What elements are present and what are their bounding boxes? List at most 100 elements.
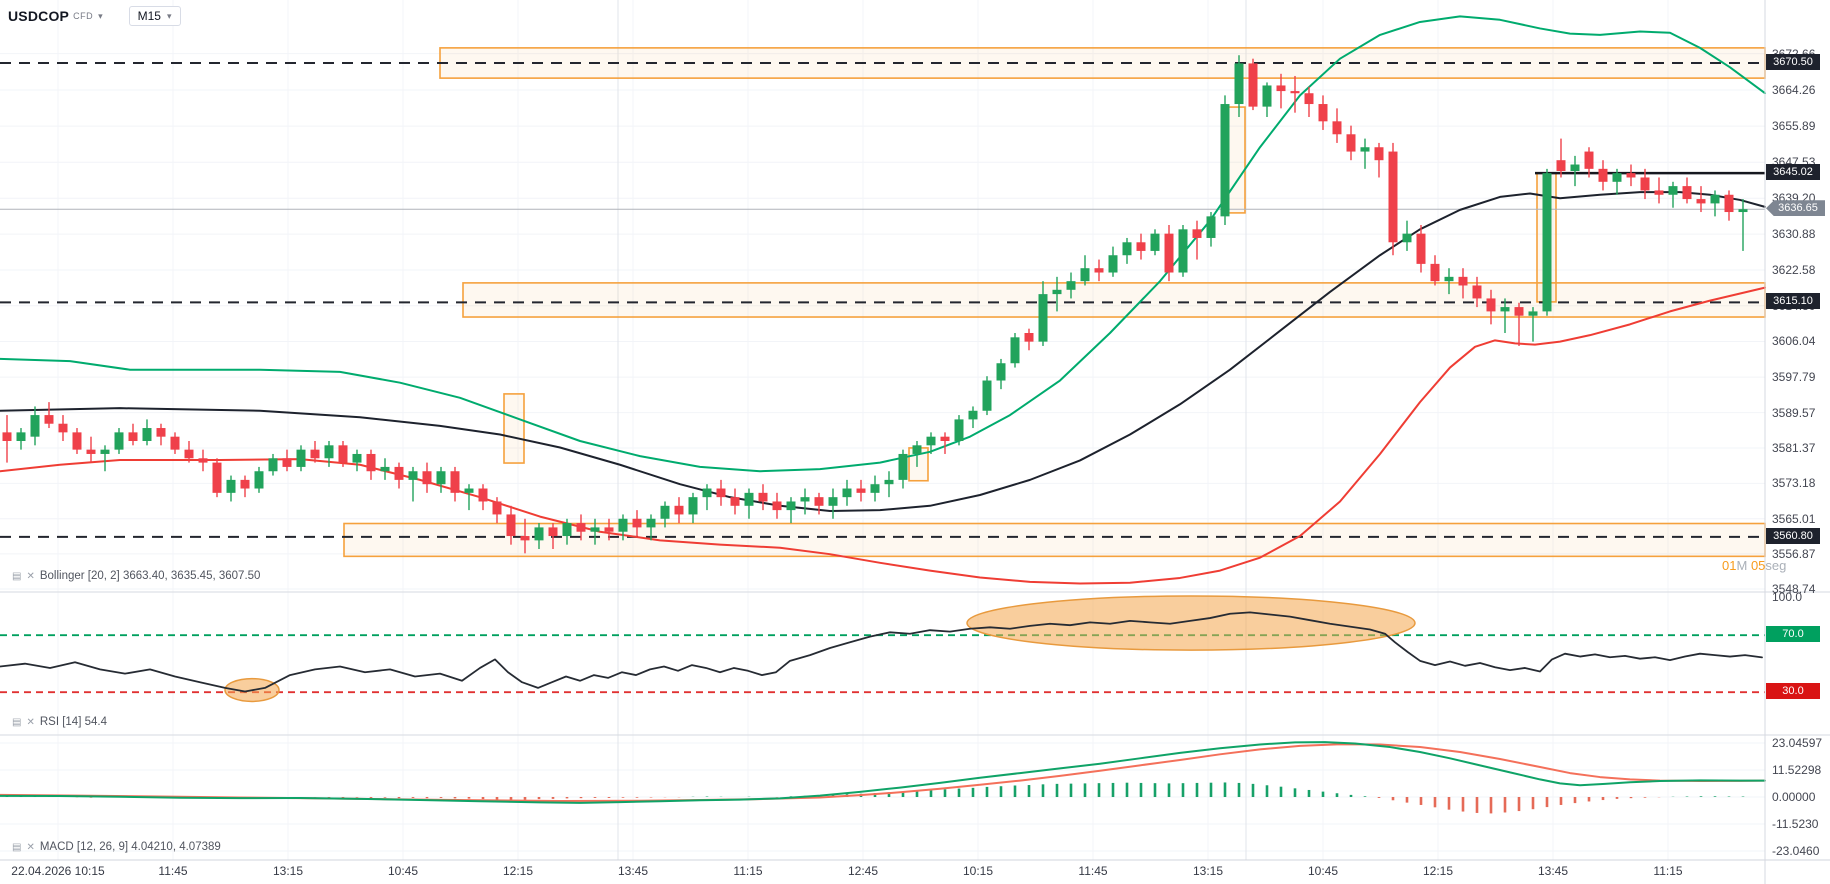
candle <box>1570 164 1580 171</box>
candle <box>814 497 824 506</box>
time-axis-label[interactable]: 11:15 <box>733 864 763 878</box>
candle <box>408 471 418 480</box>
time-axis-label[interactable]: 10:45 <box>1307 864 1339 878</box>
price-axis-label[interactable]: 3581.37 <box>1772 441 1816 456</box>
price-level-badge: 3615.10 <box>1766 293 1820 310</box>
candle <box>1444 276 1454 282</box>
macd-axis-label[interactable]: -11.5230 <box>1772 817 1819 832</box>
candle <box>954 419 964 441</box>
candle <box>394 466 404 480</box>
candle <box>576 523 586 532</box>
candle <box>1234 63 1244 105</box>
macd-axis-label[interactable]: 0.00000 <box>1772 790 1816 804</box>
candle <box>842 488 852 498</box>
time-axis-label[interactable]: 12:15 <box>1422 864 1454 878</box>
candle <box>1584 151 1594 169</box>
candle <box>1640 177 1650 191</box>
market-type-label: CFD <box>73 11 94 21</box>
candle <box>1136 242 1146 251</box>
candle <box>1654 190 1664 195</box>
candle <box>1262 85 1272 107</box>
candle <box>450 471 460 493</box>
candle <box>1290 91 1300 94</box>
indicator-settings-icon[interactable]: ▤ <box>12 717 22 728</box>
candle <box>590 527 600 532</box>
candle <box>422 471 432 485</box>
candle <box>968 410 978 420</box>
time-axis-label[interactable]: 10:45 <box>387 864 419 878</box>
rsi-axis-label[interactable]: 100.0 <box>1772 590 1803 605</box>
candle <box>702 488 712 498</box>
candle <box>1402 233 1412 243</box>
symbol-button[interactable]: USDCOP <box>8 8 70 24</box>
price-axis-label[interactable]: 3548.74 <box>1772 582 1816 596</box>
time-axis-label[interactable]: 13:15 <box>272 864 304 878</box>
candle <box>1038 294 1048 342</box>
candle <box>338 445 348 463</box>
candle-countdown-timer: 01M 05seg <box>1722 558 1786 573</box>
time-axis-label[interactable]: 11:45 <box>158 864 188 878</box>
candle <box>1668 186 1678 195</box>
indicator-settings-icon[interactable]: ▤ <box>12 571 22 582</box>
candle <box>240 479 250 489</box>
time-axis-label[interactable]: 11:45 <box>1078 864 1108 878</box>
price-axis-label[interactable]: 3565.01 <box>1772 511 1816 526</box>
price-axis-label[interactable]: 3664.26 <box>1772 82 1816 97</box>
time-axis-label[interactable]: 22.04.2026 10:15 <box>11 864 105 878</box>
candle <box>1206 216 1216 238</box>
candle <box>856 488 866 493</box>
candle <box>478 488 488 502</box>
price-axis-label[interactable]: 3630.88 <box>1772 227 1816 242</box>
candles <box>2 55 1748 554</box>
macd-axis-label[interactable]: 11.52298 <box>1772 762 1822 777</box>
candle <box>1248 63 1258 107</box>
time-axis-label[interactable]: 10:15 <box>962 864 994 878</box>
timeframe-dropdown[interactable]: M15 ▾ <box>128 6 181 26</box>
candle <box>1430 263 1440 282</box>
time-axis-label[interactable]: 13:45 <box>617 864 649 878</box>
candle <box>268 458 278 472</box>
time-axis-label[interactable]: 13:45 <box>1537 864 1569 878</box>
candle <box>534 527 544 541</box>
price-level-badge: 3670.50 <box>1766 54 1820 70</box>
time-axis-label[interactable]: 13:15 <box>1192 864 1224 878</box>
price-axis-label[interactable]: 3556.87 <box>1772 546 1816 561</box>
candle <box>1458 276 1468 286</box>
candle <box>800 497 810 502</box>
candle <box>254 471 264 489</box>
rsi-legend-row: ▤ ✕ RSI [14] 54.4 <box>12 716 107 728</box>
candle <box>1472 285 1482 299</box>
candle <box>1528 311 1538 316</box>
price-axis-label[interactable]: 3573.18 <box>1772 476 1816 491</box>
time-axis-label[interactable]: 12:15 <box>502 864 534 878</box>
time-axis-label[interactable]: 12:45 <box>847 864 879 878</box>
price-axis-label[interactable]: 3606.04 <box>1772 334 1816 349</box>
price-axis-label[interactable]: 3622.58 <box>1772 263 1816 277</box>
price-axis-label[interactable]: 3655.89 <box>1772 119 1816 134</box>
price-axis-label[interactable]: 3589.57 <box>1772 405 1816 420</box>
candle <box>492 501 502 515</box>
indicator-close-icon[interactable]: ✕ <box>26 717 35 728</box>
time-axis-label[interactable]: 11:15 <box>1653 864 1683 878</box>
candle <box>212 462 222 493</box>
candle <box>198 458 208 463</box>
candle <box>170 436 180 450</box>
candle <box>436 471 446 485</box>
candle <box>1556 160 1566 171</box>
symbol-chevron-down-icon[interactable]: ▾ <box>98 10 103 21</box>
candle <box>1738 209 1748 213</box>
candle <box>660 505 670 519</box>
candle <box>828 497 838 506</box>
indicator-close-icon[interactable]: ✕ <box>26 571 35 582</box>
indicator-settings-icon[interactable]: ▤ <box>12 842 22 853</box>
candle <box>1220 104 1230 217</box>
macd-axis-label[interactable]: 23.04597 <box>1772 735 1823 750</box>
candle <box>30 415 40 437</box>
indicator-close-icon[interactable]: ✕ <box>26 842 35 853</box>
candle <box>1724 194 1734 213</box>
countdown-seconds-unit: seg <box>1765 558 1787 573</box>
macd-axis-label[interactable]: -23.0460 <box>1772 844 1820 859</box>
price-axis-label[interactable]: 3597.79 <box>1772 370 1816 385</box>
